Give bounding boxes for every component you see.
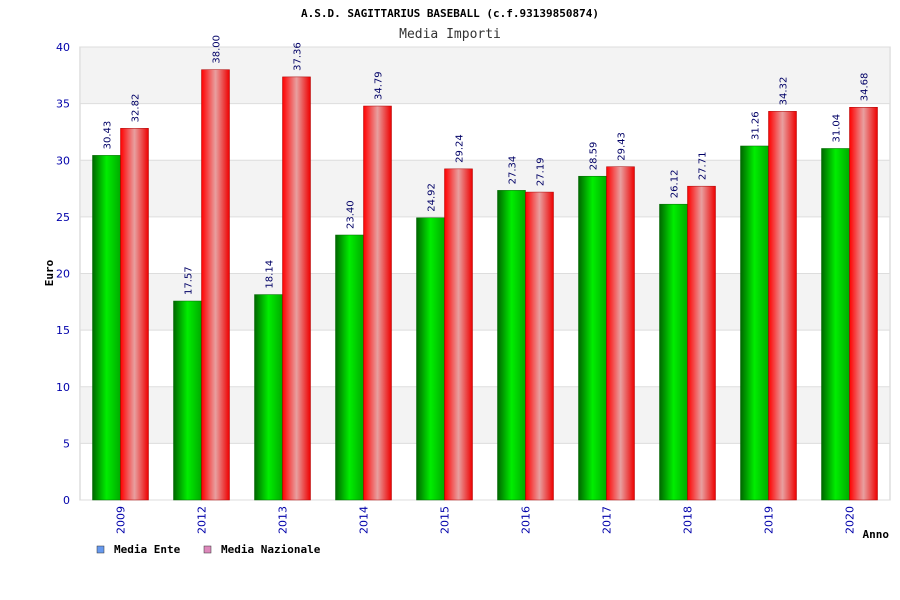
bar-media-ente-2014 [335, 234, 364, 501]
data-label: 38.00 [212, 35, 223, 64]
bar-media-nazionale-2009 [120, 128, 149, 501]
data-label: 28.59 [589, 142, 600, 171]
data-label: 30.43 [103, 121, 114, 150]
bar-media-nazionale-2015 [444, 168, 473, 501]
data-labels: 30.43 32.82 17.57 38.00 18.14 37.36 23.40 34.79… [103, 35, 871, 295]
data-label: 27.19 [536, 157, 547, 186]
bar-media-ente-2009 [92, 155, 121, 501]
data-label: 29.24 [455, 134, 466, 163]
data-label: 24.92 [427, 183, 438, 212]
y-tick-label: 10 [56, 381, 70, 394]
y-tick-label: 30 [56, 154, 70, 167]
y-tick-label: 40 [56, 41, 70, 54]
bar-media-ente-2019 [740, 145, 769, 501]
bar-media-nazionale-2014 [363, 105, 392, 501]
x-tick-label: 2014 [358, 506, 371, 534]
data-label: 34.68 [860, 73, 871, 102]
data-label: 27.71 [698, 152, 709, 181]
chart-subtitle: Media Importi [399, 27, 501, 42]
bars [92, 69, 878, 501]
y-tick-label: 25 [56, 211, 70, 224]
x-tick-label: 2017 [601, 506, 614, 534]
x-tick-label: 2015 [439, 506, 452, 534]
bar-media-nazionale-2016 [525, 191, 554, 501]
data-label: 23.40 [346, 200, 357, 229]
y-axis-label: Euro [43, 259, 56, 286]
x-tick-label: 2019 [763, 506, 776, 534]
x-tick-label: 2016 [520, 506, 533, 534]
bar-media-nazionale-2017 [606, 166, 635, 501]
bar-media-ente-2015 [416, 217, 445, 501]
x-tick-label: 2013 [277, 506, 290, 534]
bar-media-nazionale-2020 [849, 106, 878, 501]
data-label: 17.57 [184, 266, 195, 295]
bar-media-nazionale-2019 [768, 111, 797, 501]
bar-media-nazionale-2012 [201, 69, 230, 501]
x-axis-label: Anno [863, 528, 890, 541]
data-label: 37.36 [293, 42, 304, 71]
legend: Media Ente Media Nazionale [96, 543, 321, 556]
y-tick-label: 35 [56, 98, 70, 111]
bar-media-ente-2013 [254, 294, 283, 501]
x-tick-label: 2009 [115, 506, 128, 534]
legend-label-media-ente: Media Ente [114, 543, 181, 556]
data-label: 34.32 [779, 77, 790, 106]
y-tick-label: 15 [56, 324, 70, 337]
y-axis-ticks: 0 5 10 15 20 25 30 35 40 [56, 41, 70, 507]
data-label: 31.04 [832, 114, 843, 143]
data-label: 31.26 [751, 111, 762, 140]
bar-media-ente-2020 [821, 148, 850, 501]
legend-swatch-media-nazionale [203, 545, 212, 554]
data-label: 26.12 [670, 170, 681, 199]
x-tick-label: 2018 [682, 506, 695, 534]
x-tick-label: 2012 [196, 506, 209, 534]
bar-media-ente-2012 [173, 300, 202, 501]
bar-media-ente-2018 [659, 203, 688, 501]
bar-media-ente-2017 [578, 175, 607, 501]
x-axis-ticks: 2009 2012 2013 2014 2015 2016 2017 2018 2019 2020 [115, 506, 857, 534]
data-label: 34.79 [374, 71, 385, 100]
legend-label-media-nazionale: Media Nazionale [221, 543, 321, 556]
data-label: 27.34 [508, 156, 519, 185]
legend-swatch-media-ente [96, 545, 105, 554]
y-tick-label: 0 [63, 494, 70, 507]
bar-media-ente-2016 [497, 190, 526, 501]
x-tick-label: 2020 [844, 506, 857, 534]
data-label: 29.43 [617, 132, 628, 161]
y-tick-label: 20 [56, 268, 70, 281]
y-tick-label: 5 [63, 437, 70, 450]
bar-media-nazionale-2013 [282, 76, 311, 501]
data-label: 18.14 [265, 260, 276, 289]
bar-media-nazionale-2018 [687, 185, 716, 501]
data-label: 32.82 [131, 94, 142, 123]
chart-title: A.S.D. SAGITTARIUS BASEBALL (c.f.9313985… [301, 7, 599, 20]
